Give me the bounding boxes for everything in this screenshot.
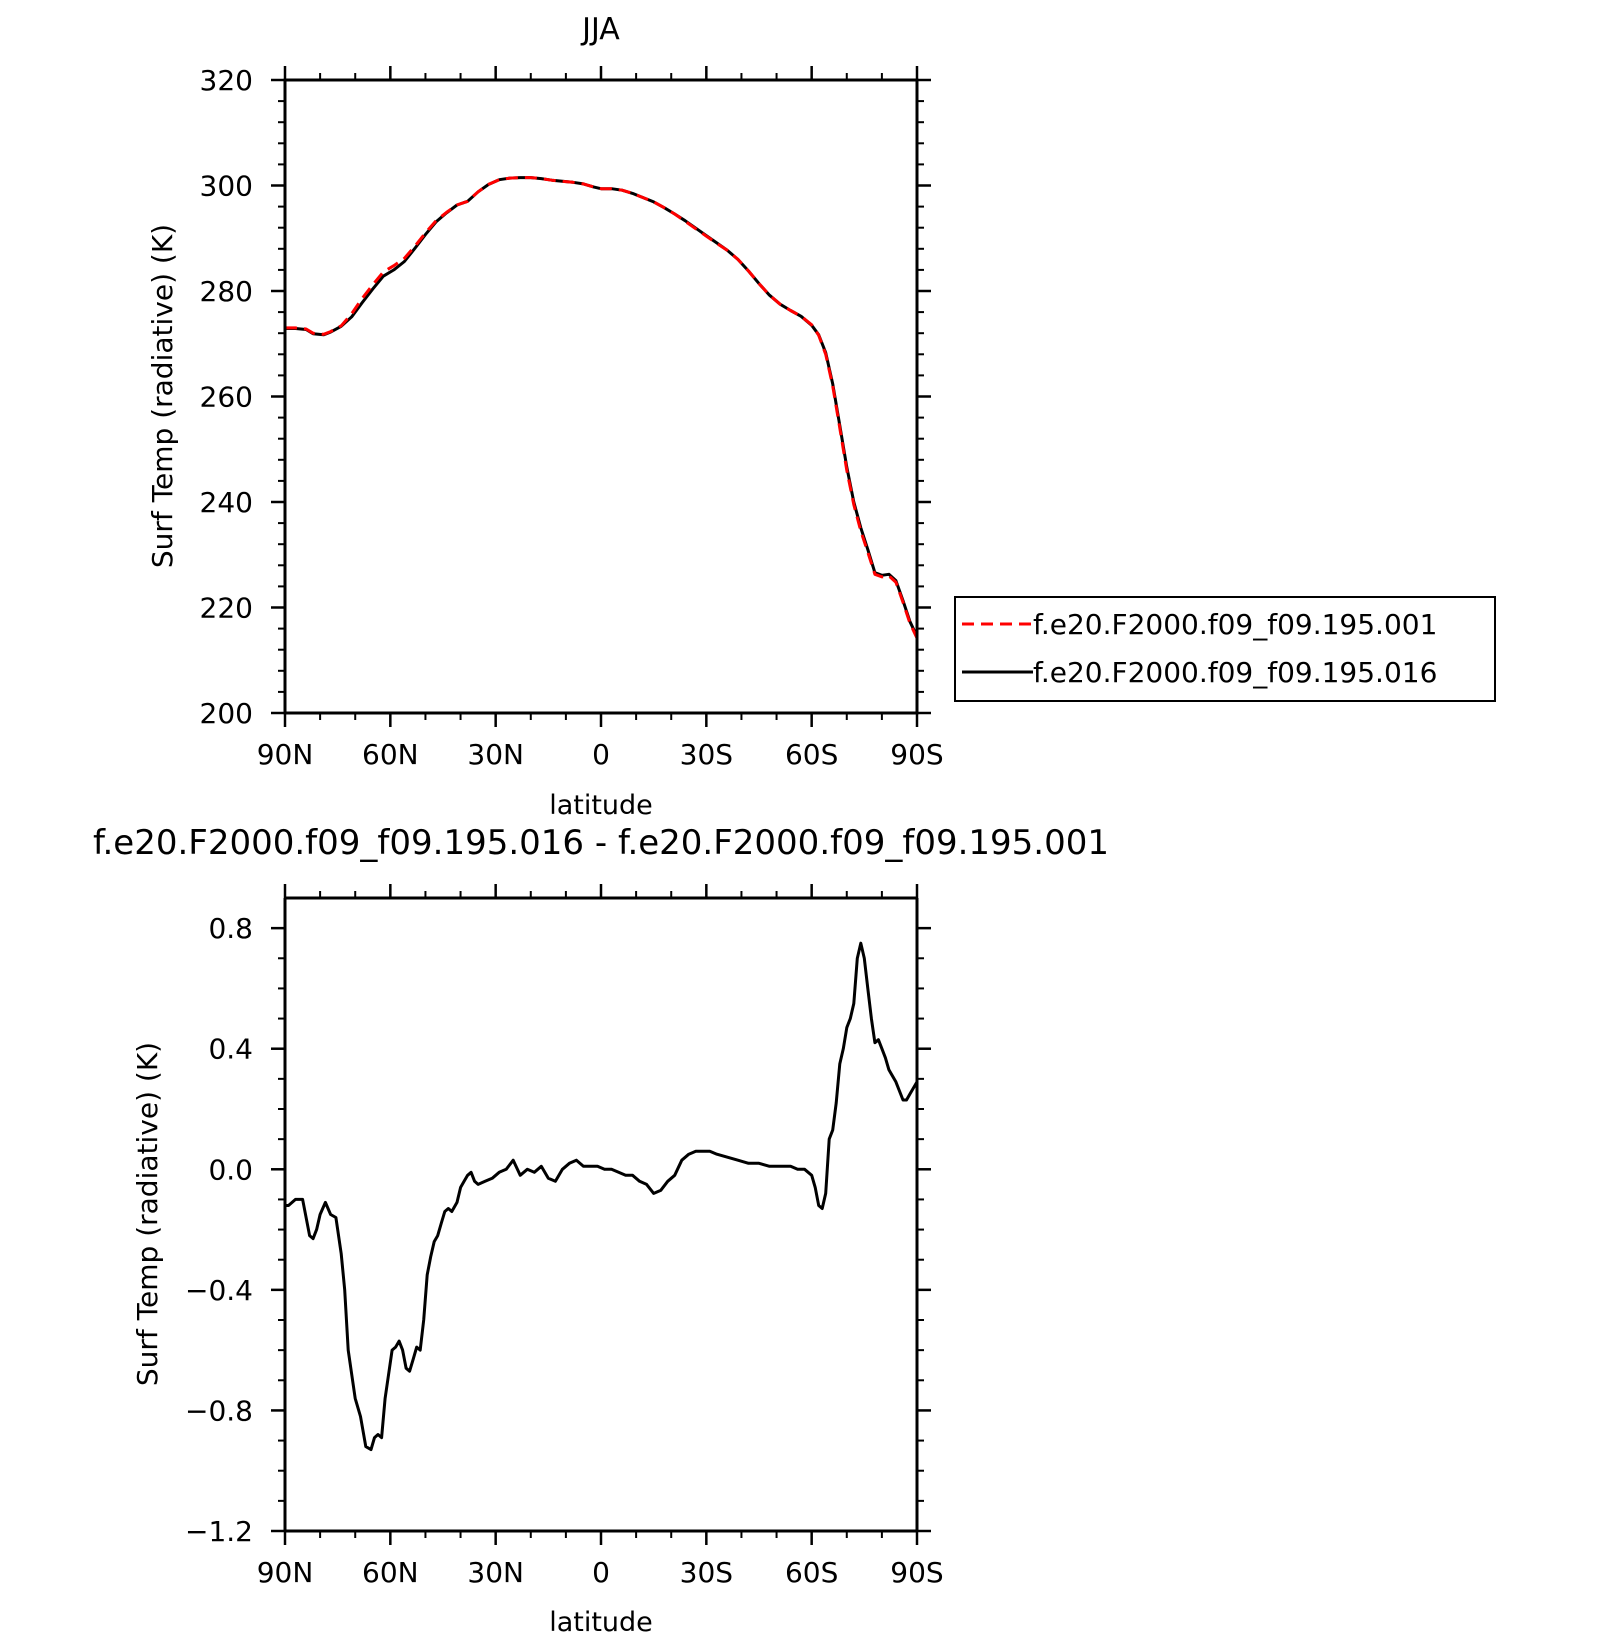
bottom-y-tick-label: 0.4 [208,1033,253,1066]
top-panel: JJA 90N 60N 30N 0 30S 60S 90S 200 220 240 260 280 30… [146,12,1496,821]
top-y-tick-label: 260 [200,381,253,414]
bottom-chart-title: f.e20.F2000.f09_f09.195.016 - f.e20.F200… [93,823,1109,863]
top-y-tick-label: 220 [200,592,253,625]
bottom-y-tick-label: 0.0 [208,1153,253,1186]
top-chart-title: JJA [580,12,620,47]
top-y-tick-label: 300 [200,170,253,203]
top-x-tick-label: 90N [257,738,314,771]
bottom-y-tick-label: 0.8 [208,912,253,945]
top-y-tick-label: 240 [200,486,253,519]
top-x-tick-label: 60N [362,738,419,771]
bottom-x-tick-label: 60S [785,1556,838,1589]
top-x-tick-label: 60S [785,738,838,771]
top-y-axis-label: Surf Temp (radiative) (K) [146,224,179,568]
bottom-y-tick-label: −1.2 [185,1515,253,1548]
top-x-axis-label: latitude [549,790,653,821]
top-plot-frame [283,78,919,715]
top-y-tick-label: 280 [200,275,253,308]
bottom-x-tick-label: 90S [890,1556,943,1589]
legend-box [954,596,1496,702]
top-x-tick-label: 0 [592,738,610,771]
bottom-x-tick-label: 30N [467,1556,524,1589]
bottom-x-tick-label: 90N [257,1556,314,1589]
bottom-y-tick-label: −0.4 [185,1274,253,1307]
top-x-tick-label: 30N [467,738,524,771]
bottom-panel: f.e20.F2000.f09_f09.195.016 - f.e20.F200… [93,823,1109,1635]
bottom-x-tick-label: 60N [362,1556,419,1589]
top-x-tick-label: 90S [890,738,943,771]
top-y-tick-label: 320 [200,64,253,97]
bottom-x-axis-label: latitude [549,1607,653,1635]
bottom-x-tick-label: 0 [592,1556,610,1589]
top-series-line-0 [285,176,919,639]
top-series-line-1 [285,176,919,638]
top-y-tick-label: 200 [200,697,253,730]
top-x-tick-label: 30S [680,738,733,771]
bottom-y-axis-label: Surf Temp (radiative) (K) [131,1042,164,1386]
bottom-x-tick-label: 30S [680,1556,733,1589]
legend-label-001: f.e20.F2000.f09_f09.195.001 [1033,608,1437,641]
bottom-y-tick-label: −0.8 [185,1394,253,1427]
legend-label-016: f.e20.F2000.f09_f09.195.016 [1033,656,1437,689]
legend: f.e20.F2000.f09_f09.195.001 f.e20.F2000.… [954,596,1496,702]
bottom-series-line-0 [285,941,919,1452]
